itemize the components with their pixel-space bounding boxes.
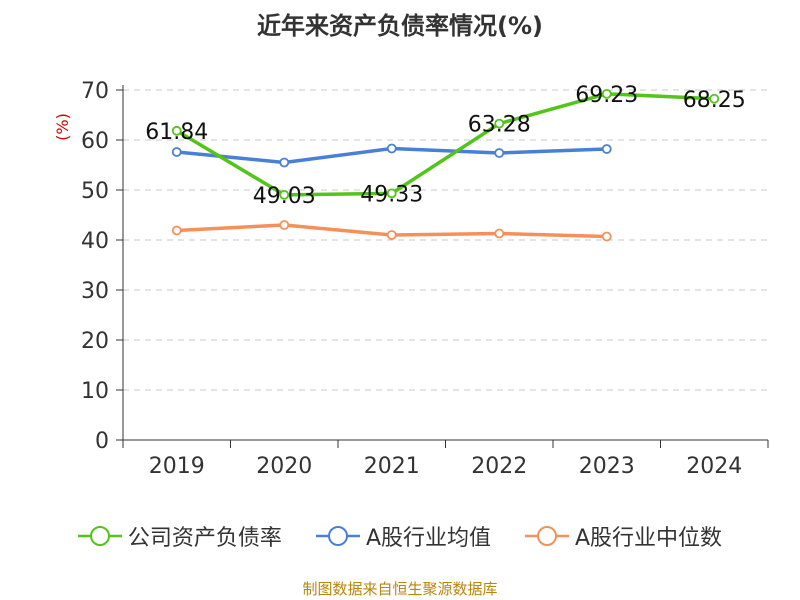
legend: 公司资产负债率 A股行业均值 A股行业中位数 [0,520,800,552]
data-label: 61.84 [145,120,208,145]
data-point-1 [494,148,505,158]
legend-swatch-industry-median [525,526,569,546]
data-label: 63.28 [468,113,531,138]
data-point-2 [279,220,290,230]
data-point-0 [386,188,397,199]
data-point-2 [601,231,612,242]
source-note: 制图数据来自恒生聚源数据库 [302,580,498,598]
data-point-2 [171,225,182,236]
data-point-1 [601,144,612,154]
x-tick-label: 2020 [256,454,312,479]
legend-item-company[interactable]: 公司资产负债率 [77,520,282,552]
legend-label-industry-mean: A股行业均值 [365,526,491,551]
data-label: 49.03 [253,184,316,209]
legend-label-company: 公司资产负债率 [127,526,282,551]
series-line-0 [175,92,716,197]
x-tick-label: 2023 [579,454,635,479]
legend-item-industry-mean[interactable]: A股行业均值 [315,520,491,552]
x-tick-label: 2021 [364,454,420,479]
y-axis-label: (%) [53,113,72,141]
data-point-0 [601,88,612,99]
data-point-1 [386,143,397,154]
data-point-2 [386,230,397,240]
data-label: 49.33 [360,182,423,207]
legend-swatch-company [77,526,122,546]
y-tick-label: 50 [81,179,109,204]
x-tick-label: 2019 [149,454,205,479]
data-label: 68.25 [683,88,746,113]
y-tick-label: 70 [81,79,109,104]
legend-label-industry-median: A股行业中位数 [575,526,723,551]
legend-swatch-industry-mean [315,526,360,546]
data-point-0 [171,125,182,136]
x-tick-label: 2022 [471,454,527,479]
y-tick-label: 10 [81,379,109,404]
y-tick-label: 20 [81,329,109,354]
data-point-0 [709,93,720,104]
y-tick-label: 0 [95,429,109,454]
data-point-1 [279,157,290,168]
data-point-1 [171,147,182,157]
chart-title: 近年来资产负债率情况(%) [257,12,543,40]
x-tick-label: 2024 [686,454,742,479]
y-tick-label: 60 [81,129,109,154]
data-label: 69.23 [575,83,638,108]
y-tick-label: 30 [81,279,109,304]
data-point-0 [279,189,290,200]
data-point-2 [494,228,505,239]
data-point-0 [494,118,505,129]
legend-item-industry-median[interactable]: A股行业中位数 [525,520,722,552]
y-tick-label: 40 [81,229,109,254]
